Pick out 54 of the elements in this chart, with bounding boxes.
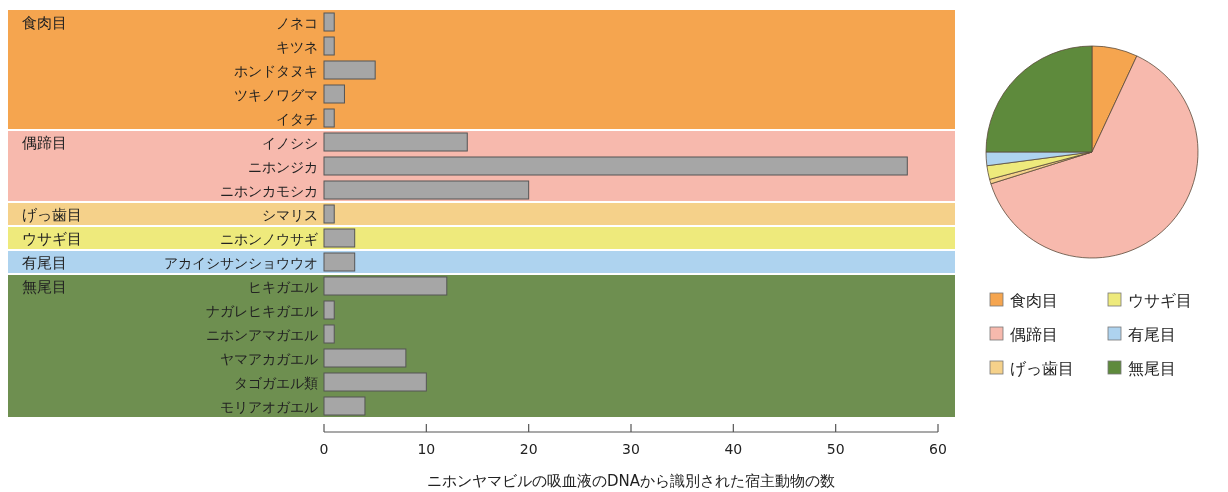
y-tick-label: ヒキガエル (248, 279, 318, 295)
y-tick-label: モリアオガエル (220, 399, 318, 415)
band-label: 偶蹄目 (22, 134, 67, 152)
y-tick-label: タゴガエル類 (234, 375, 318, 391)
y-tick-label: キツネ (276, 39, 318, 55)
y-tick-label: シマリス (262, 207, 318, 223)
x-tick-label: 20 (519, 441, 538, 457)
y-tick-label: イノシシ (262, 135, 318, 151)
bar (323, 108, 335, 128)
bar (323, 12, 335, 32)
band-label: 食肉目 (22, 14, 67, 32)
y-tick-label: アカイシサンショウウオ (164, 255, 318, 271)
y-tick-label: ニホンカモシカ (220, 183, 318, 199)
y-tick-label: ナガレヒキガエル (206, 303, 318, 319)
legend-label: ウサギ目 (1128, 291, 1192, 310)
y-tick-label: ホンドタヌキ (234, 63, 318, 79)
band-label: ウサギ目 (22, 230, 82, 248)
x-tick-label: 60 (929, 441, 947, 457)
bar (323, 276, 448, 296)
band-label: 有尾目 (22, 254, 67, 272)
bar (323, 324, 335, 344)
bar (323, 60, 376, 80)
y-tick-label: ニホンアマガエル (206, 327, 318, 343)
x-tick-label: 0 (319, 441, 329, 457)
legend-label: 有尾目 (1128, 325, 1176, 344)
legend-label: げっ歯目 (1010, 359, 1074, 378)
y-tick-label: ニホンジカ (248, 159, 318, 175)
x-axis-title: ニホンヤマビルの吸血液のDNAから識別された宿主動物の数 (426, 472, 836, 490)
bar (323, 372, 427, 392)
legend-label: 偶蹄目 (1010, 325, 1058, 344)
x-tick-label: 10 (417, 441, 436, 457)
bar (323, 180, 530, 200)
band-label: 無尾目 (22, 278, 67, 296)
bar (323, 252, 356, 272)
bar (323, 396, 366, 416)
band-label: げっ歯目 (22, 206, 82, 224)
y-tick-label: ノネコ (276, 15, 318, 31)
x-tick-label: 50 (826, 441, 845, 457)
legend-label: 無尾目 (1128, 359, 1176, 378)
bar (323, 36, 335, 56)
bar (323, 300, 335, 320)
x-tick-label: 40 (724, 441, 743, 457)
bar (323, 132, 468, 152)
bar (323, 204, 335, 224)
bar (323, 84, 345, 104)
y-tick-label: ニホンノウサギ (220, 231, 318, 247)
bar (323, 156, 908, 176)
y-tick-label: イタチ (276, 111, 318, 127)
legend-label: 食肉目 (1010, 291, 1058, 310)
bar (323, 228, 356, 248)
x-tick-label: 30 (622, 441, 640, 457)
y-tick-label: ツキノワグマ (234, 87, 318, 103)
y-tick-label: ヤマアカガエル (220, 351, 318, 367)
bar (323, 348, 407, 368)
